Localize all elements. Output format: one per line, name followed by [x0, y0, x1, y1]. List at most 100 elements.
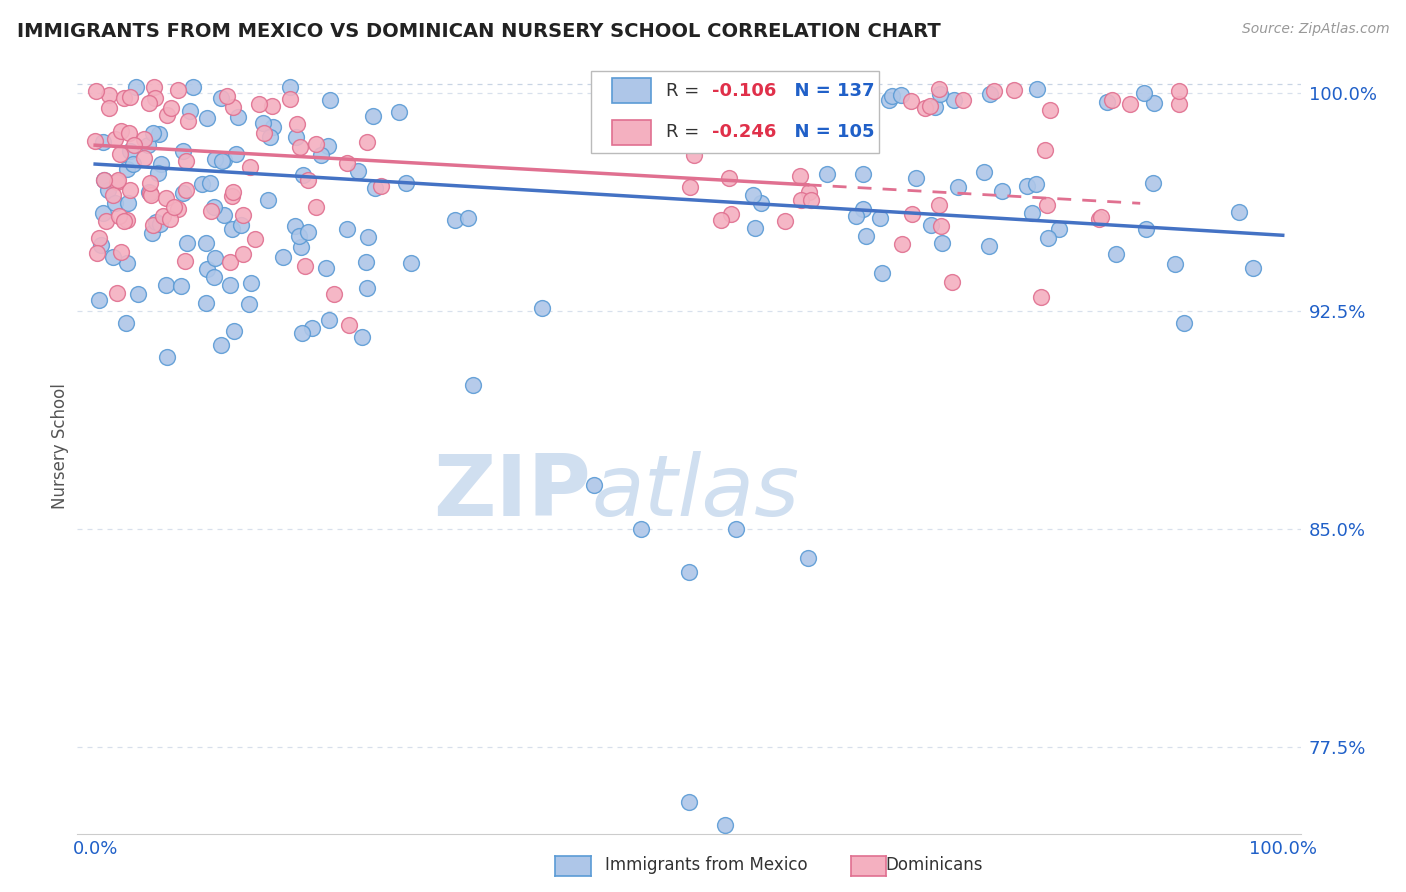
Point — [134, 151, 156, 165]
Point — [929, 219, 952, 234]
Point — [363, 109, 385, 123]
Point — [174, 154, 197, 169]
Point — [336, 156, 359, 170]
Point — [260, 99, 283, 113]
Point — [149, 217, 172, 231]
Point — [253, 126, 276, 140]
Point — [115, 256, 138, 270]
Point — [231, 219, 253, 233]
Point — [238, 297, 260, 311]
Bar — [612, 78, 651, 103]
Point — [204, 152, 226, 166]
Point — [869, 211, 891, 225]
Point — [678, 795, 700, 809]
Point — [176, 235, 198, 250]
Point — [979, 239, 1001, 253]
Point — [849, 97, 872, 112]
Point — [318, 139, 340, 153]
Point — [138, 95, 160, 110]
Point — [212, 208, 235, 222]
Point — [101, 250, 124, 264]
Point — [918, 99, 941, 113]
Point — [796, 550, 818, 565]
Point — [825, 84, 848, 98]
Point — [138, 185, 160, 199]
Point — [941, 276, 963, 290]
Point — [952, 93, 974, 107]
Point — [122, 138, 145, 153]
Point — [725, 522, 748, 536]
Point — [174, 183, 197, 197]
Point — [141, 227, 163, 241]
Point — [718, 170, 741, 185]
Point — [271, 251, 294, 265]
Point — [172, 144, 194, 158]
Point — [1101, 94, 1123, 108]
Point — [1021, 206, 1043, 220]
Point — [177, 114, 200, 128]
Point — [815, 168, 838, 182]
Point — [630, 522, 652, 536]
Point — [749, 195, 772, 210]
Point — [305, 200, 328, 214]
Point — [388, 104, 411, 119]
Point — [285, 116, 308, 130]
Point — [145, 214, 167, 228]
Point — [443, 213, 465, 227]
Point — [202, 269, 225, 284]
Point — [160, 102, 183, 116]
Point — [914, 101, 936, 115]
Text: -0.106: -0.106 — [713, 81, 776, 100]
Text: IMMIGRANTS FROM MEXICO VS DOMINICAN NURSERY SCHOOL CORRELATION CHART: IMMIGRANTS FROM MEXICO VS DOMINICAN NURS… — [17, 22, 941, 41]
Point — [292, 168, 315, 182]
Point — [122, 157, 145, 171]
Point — [364, 181, 387, 195]
Point — [93, 173, 115, 187]
Point — [86, 84, 108, 98]
Point — [115, 212, 138, 227]
Point — [305, 136, 328, 151]
Point — [323, 286, 346, 301]
Point — [163, 200, 186, 214]
Point — [347, 163, 370, 178]
Point — [142, 127, 165, 141]
Text: R =: R = — [665, 123, 704, 141]
Point — [294, 260, 316, 274]
Text: -0.246: -0.246 — [713, 123, 776, 141]
Point — [143, 91, 166, 105]
Point — [1015, 178, 1038, 193]
Point — [880, 88, 903, 103]
Point — [132, 132, 155, 146]
Point — [530, 301, 553, 315]
Point — [1088, 212, 1111, 227]
Point — [678, 566, 700, 580]
Point — [845, 209, 868, 223]
Point — [118, 144, 141, 158]
Point — [855, 229, 877, 244]
Point — [118, 126, 141, 140]
Point — [191, 177, 214, 191]
Point — [1095, 95, 1118, 109]
Point — [194, 296, 217, 310]
Point — [124, 80, 146, 95]
Text: Dominicans: Dominicans — [886, 856, 983, 874]
Point — [170, 279, 193, 293]
Point — [337, 318, 360, 333]
Point — [463, 378, 485, 392]
Point — [900, 95, 922, 109]
Point — [105, 285, 128, 300]
Point — [252, 116, 274, 130]
Point — [943, 93, 966, 107]
Point — [93, 173, 115, 187]
Point — [775, 116, 797, 130]
Point — [200, 177, 222, 191]
Point — [900, 206, 922, 220]
Point — [200, 204, 222, 219]
Point — [920, 218, 942, 232]
Point — [1173, 316, 1195, 330]
Point — [1241, 260, 1264, 275]
Point — [232, 247, 254, 261]
Point — [118, 90, 141, 104]
Point — [288, 229, 311, 244]
Point — [87, 293, 110, 308]
